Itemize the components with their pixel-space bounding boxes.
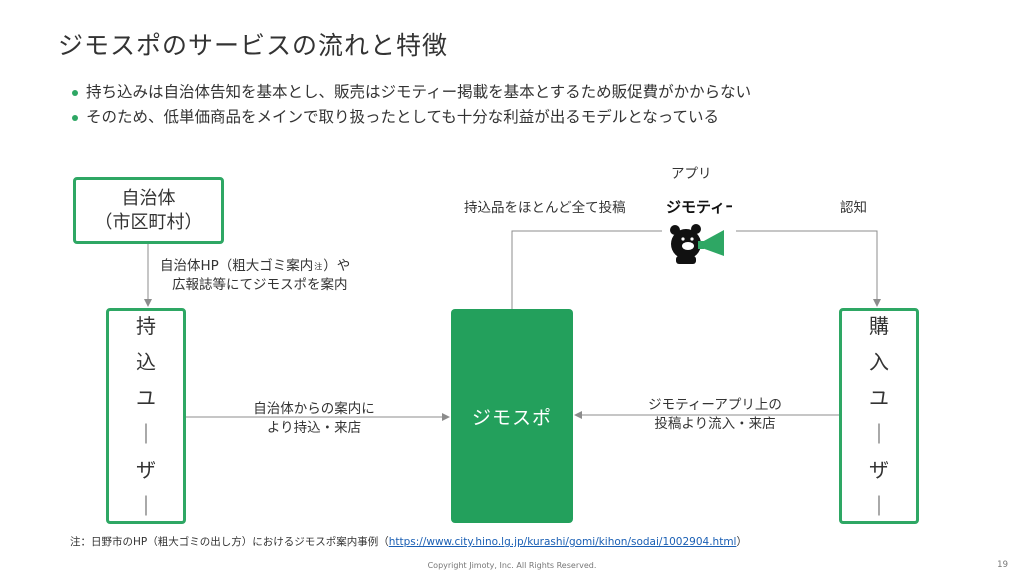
line-jimospo-to-app [511, 230, 662, 309]
bullet-item: 持ち込みは自治体告知を基本とし、販売はジモティー掲載を基本とするため販促費がかか… [72, 80, 751, 105]
buyer-user-char: ｜ [869, 422, 889, 446]
bullet-text: 持ち込みは自治体告知を基本とし、販売はジモティー掲載を基本とするため販促費がかか… [86, 83, 752, 101]
footnote-link[interactable]: https://www.city.hino.lg.jp/kurashi/gomi… [388, 536, 737, 548]
via-app-label: ジモティーアプリ上の 投稿より流入・来店 [632, 396, 798, 434]
jimoty-logo-icon: ジモティー [666, 198, 732, 264]
bullet-dot [72, 90, 78, 96]
jimospo-box: ジモスポ [451, 309, 573, 523]
notice-text-end: ）や [323, 258, 351, 274]
app-label: アプリ [671, 166, 712, 182]
bullet-dot [72, 115, 78, 121]
bring-in-user-char: ｜ [136, 422, 156, 446]
buyer-user-char: ユ [869, 386, 889, 410]
copyright: Copyright Jimoty, Inc. All Rights Reserv… [427, 561, 597, 570]
bullet-text: そのため、低単価商品をメインで取り扱ったとしても十分な利益が出るモデルとなってい… [86, 108, 720, 126]
footnote: 注：日野市のHP（粗大ゴミの出し方）におけるジモスポ案内事例（https://w… [70, 534, 747, 549]
municipality-notice-label: 自治体HP（粗大ゴミ案内注）や 広報誌等にてジモスポを案内 [160, 257, 350, 295]
jimospo-label: ジモスポ [471, 406, 552, 429]
bullet-item: そのため、低単価商品をメインで取り扱ったとしても十分な利益が出るモデルとなってい… [72, 105, 751, 130]
awareness-label: 認知 [840, 200, 867, 216]
via-app-line1: ジモティーアプリ上の [648, 397, 782, 413]
buyer-user-box: 購 入 ユ ｜ ザ ｜ [839, 308, 919, 524]
note-mark: 注 [314, 262, 323, 271]
bullet-list: 持ち込みは自治体告知を基本とし、販売はジモティー掲載を基本とするため販促費がかか… [72, 80, 751, 130]
footnote-prefix: 注：日野市のHP（粗大ゴミの出し方）におけるジモスポ案内事例（ [70, 536, 389, 548]
page-number: 19 [997, 560, 1008, 570]
municipality-sublabel: （市区町村） [94, 211, 203, 233]
bring-in-user-char: 込 [136, 350, 156, 374]
via-app-line2: 投稿より流入・来店 [654, 416, 776, 432]
logo-text: ジモティー [666, 198, 732, 216]
via-municipality-line1: 自治体からの案内に [253, 401, 375, 417]
bring-in-user-char: ザ [136, 458, 156, 482]
bring-in-user-box: 持 込 ユ ｜ ザ ｜ [106, 308, 186, 524]
bring-in-user-char: ｜ [136, 494, 156, 518]
footnote-suffix: ） [736, 536, 747, 548]
notice-text-line2: 広報誌等にてジモスポを案内 [172, 277, 348, 293]
via-municipality-label: 自治体からの案内に より持込・来店 [240, 400, 388, 438]
notice-text: 自治体HP（粗大ゴミ案内 [160, 258, 314, 274]
municipality-label: 自治体 [121, 187, 176, 209]
bring-in-user-char: 持 [136, 314, 156, 338]
bring-in-user-char: ユ [136, 386, 156, 410]
buyer-user-char: ザ [869, 458, 889, 482]
arrow-app-to-buyer [736, 230, 881, 307]
municipality-box: 自治体 （市区町村） [73, 177, 224, 244]
post-all-label: 持込品をほとんど全て投稿 [464, 200, 626, 216]
page-title: ジモスポのサービスの流れと特徴 [58, 31, 449, 60]
buyer-user-char: ｜ [869, 494, 889, 518]
buyer-user-char: 購 [869, 314, 889, 338]
via-municipality-line2: より持込・来店 [266, 420, 362, 436]
buyer-user-char: 入 [869, 350, 889, 374]
